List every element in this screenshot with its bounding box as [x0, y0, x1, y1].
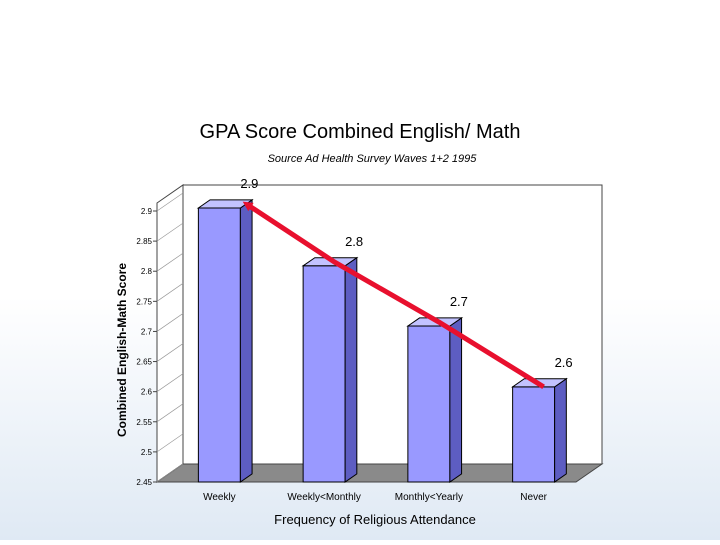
data-label: 2.8 — [345, 234, 363, 249]
chart-title: GPA Score Combined English/ Math — [200, 121, 521, 143]
x-category-label: Never — [520, 492, 547, 503]
data-label: 2.7 — [450, 294, 468, 309]
side-wall — [156, 184, 184, 483]
chart-walls — [155, 184, 604, 483]
y-tick-label: 2.65 — [136, 358, 152, 367]
bar — [301, 256, 359, 483]
y-gridline-side — [156, 252, 184, 272]
data-label: 2.9 — [240, 176, 258, 191]
x-category-label: Weekly<Monthly — [287, 492, 360, 503]
bar-side — [344, 256, 358, 483]
bar-side — [554, 377, 567, 483]
y-tick-label: 2.7 — [141, 327, 153, 336]
y-tick-label: 2.45 — [136, 478, 152, 487]
y-gridline-side — [156, 283, 184, 302]
y-tick-label: 2.8 — [141, 267, 153, 276]
chart-subtitle: Source Ad Health Survey Waves 1+2 1995 — [268, 153, 478, 165]
y-gridline-side — [156, 373, 184, 392]
x-axis-categories: Weekly Weekly<Monthly Monthly<Yearly Never — [203, 492, 548, 503]
bar-front — [302, 265, 346, 483]
y-tick-label: 2.75 — [136, 297, 152, 306]
bar — [406, 316, 464, 483]
bar-front — [407, 325, 451, 483]
bar-top — [196, 199, 254, 209]
y-gridline-side — [156, 192, 184, 212]
bars — [196, 198, 568, 483]
y-tick-label: 2.85 — [136, 237, 152, 246]
trend-arrow — [242, 201, 545, 389]
bar — [511, 377, 568, 483]
bar — [196, 198, 254, 483]
y-gridline-side — [156, 222, 184, 242]
data-label: 2.6 — [555, 355, 573, 370]
y-gridline-side — [156, 343, 184, 362]
y-gridline-side — [156, 433, 184, 453]
y-tick-label: 2.9 — [141, 207, 153, 216]
bar-side — [239, 198, 253, 483]
bar-side — [449, 316, 463, 483]
bar-front — [197, 207, 241, 483]
y-gridline-side — [156, 463, 184, 483]
data-labels: 2.9 2.8 2.7 2.6 — [240, 176, 572, 370]
y-tick-label: 2.55 — [136, 418, 152, 427]
trend-line — [242, 201, 545, 389]
y-gridline-side — [156, 403, 184, 423]
x-category-label: Weekly — [203, 492, 236, 503]
y-axis-ticks: 2.45 2.5 2.55 2.6 2.65 2.7 2.75 2.8 2.85 2.9 — [136, 192, 184, 487]
bar-front — [512, 386, 556, 483]
y-tick-label: 2.6 — [141, 388, 153, 397]
y-gridline-side — [156, 313, 184, 332]
y-tick-label: 2.5 — [141, 448, 153, 457]
x-axis-title: Frequency of Religious Attendance — [274, 512, 476, 527]
y-axis-title: Combined English-Math Score — [115, 263, 129, 437]
x-category-label: Monthly<Yearly — [395, 492, 463, 503]
